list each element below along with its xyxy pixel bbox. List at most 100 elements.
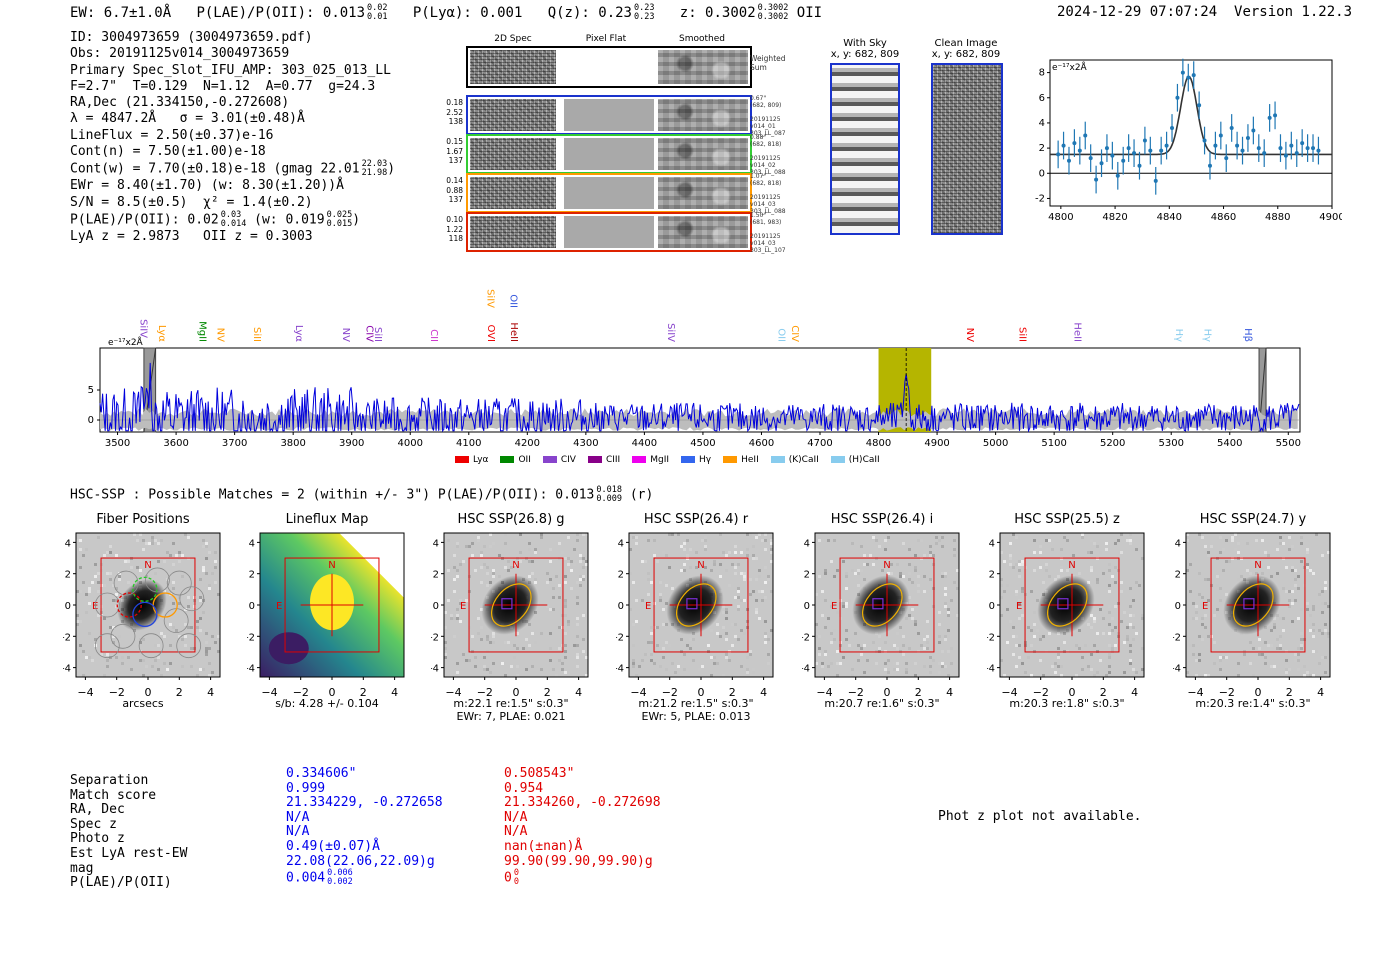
noise-pixel xyxy=(860,569,863,572)
noise-pixel xyxy=(1270,665,1273,668)
noise-pixel xyxy=(1099,551,1102,554)
noise-pixel xyxy=(513,656,516,659)
noise-pixel xyxy=(474,569,477,572)
noise-pixel xyxy=(1090,539,1093,542)
noise-pixel xyxy=(722,626,725,629)
noise-pixel xyxy=(576,539,579,542)
noise-pixel xyxy=(632,662,635,665)
noise-pixel xyxy=(917,632,920,635)
noise-pixel xyxy=(564,557,567,560)
noise-pixel xyxy=(1018,575,1021,578)
frac-lo: 0.002 xyxy=(327,877,353,888)
spectrum-xtick-label: 4600 xyxy=(749,438,774,449)
row-left-label: 0.15 1.67 137 xyxy=(446,137,463,165)
noise-pixel xyxy=(857,659,860,662)
spectrum-xtick-label: 4900 xyxy=(924,438,949,449)
hsc-panel: 420-2-4NE xyxy=(245,530,407,690)
noise-pixel xyxy=(821,590,824,593)
noise-pixel xyxy=(923,575,926,578)
panel-xtick-label: 0 xyxy=(883,686,891,699)
noise-pixel xyxy=(217,635,220,638)
panel-xtick-row: −4 −2 0 2 4 xyxy=(1173,686,1333,700)
noise-pixel xyxy=(453,590,456,593)
noise-pixel xyxy=(656,626,659,629)
noise-pixel xyxy=(157,542,160,545)
noise-pixel xyxy=(136,539,139,542)
noise-pixel xyxy=(890,572,893,575)
noise-pixel xyxy=(1120,551,1123,554)
noise-pixel xyxy=(887,668,890,671)
hsc-panel-sub1: m:22.1 re:1.5" s:0.3" xyxy=(453,697,569,710)
noise-pixel xyxy=(836,569,839,572)
fit-data-point xyxy=(1262,151,1267,156)
table-blue-text: N/A xyxy=(286,824,310,840)
emission-line-label: SiIV xyxy=(485,289,496,308)
noise-pixel xyxy=(1081,668,1084,671)
noise-pixel xyxy=(528,575,531,578)
noise-pixel xyxy=(151,539,154,542)
noise-pixel xyxy=(1321,611,1324,614)
noise-pixel xyxy=(1297,611,1300,614)
noise-pixel xyxy=(444,647,447,650)
noise-pixel xyxy=(824,569,827,572)
noise-pixel xyxy=(172,542,175,545)
noise-pixel xyxy=(1108,605,1111,608)
noise-pixel xyxy=(187,626,190,629)
noise-pixel xyxy=(480,566,483,569)
noise-pixel xyxy=(1096,581,1099,584)
noise-pixel xyxy=(728,584,731,587)
noise-pixel xyxy=(1090,653,1093,656)
noise-pixel xyxy=(830,641,833,644)
noise-pixel xyxy=(1138,584,1141,587)
noise-pixel xyxy=(564,602,567,605)
noise-pixel xyxy=(860,647,863,650)
noise-pixel xyxy=(1006,608,1009,611)
noise-pixel xyxy=(722,605,725,608)
noise-pixel xyxy=(902,653,905,656)
noise-pixel xyxy=(1306,548,1309,551)
noise-pixel xyxy=(154,572,157,575)
noise-pixel xyxy=(875,662,878,665)
noise-pixel xyxy=(752,554,755,557)
noise-pixel xyxy=(863,578,866,581)
noise-pixel xyxy=(109,572,112,575)
noise-pixel xyxy=(923,590,926,593)
noise-pixel xyxy=(169,644,172,647)
noise-pixel xyxy=(205,557,208,560)
noise-pixel xyxy=(884,548,887,551)
noise-pixel xyxy=(1048,632,1051,635)
noise-pixel xyxy=(97,581,100,584)
noise-pixel xyxy=(860,653,863,656)
hsc-panel: 420-2-4NE xyxy=(985,530,1147,690)
noise-pixel xyxy=(764,548,767,551)
noise-pixel xyxy=(1039,635,1042,638)
noise-pixel xyxy=(1006,641,1009,644)
panel-ytick-label: -2 xyxy=(247,632,255,643)
spectrum-xtick-label: 4800 xyxy=(866,438,891,449)
noise-pixel xyxy=(815,662,818,665)
noise-pixel xyxy=(734,572,737,575)
noise-pixel xyxy=(836,662,839,665)
noise-pixel xyxy=(214,641,217,644)
noise-pixel xyxy=(1129,587,1132,590)
noise-pixel xyxy=(1135,632,1138,635)
table-red-value: nan(±nan)Å xyxy=(504,839,661,855)
panel-xtick-label: 0 xyxy=(697,686,705,699)
legend-label: (H)CaII xyxy=(848,455,880,465)
noise-pixel xyxy=(737,563,740,566)
noise-pixel xyxy=(1270,575,1273,578)
noise-pixel xyxy=(492,575,495,578)
emission-line-label: MgII xyxy=(197,321,208,342)
noise-pixel xyxy=(746,548,749,551)
noise-pixel xyxy=(665,554,668,557)
noise-pixel xyxy=(1099,608,1102,611)
noise-pixel xyxy=(1186,539,1189,542)
noise-pixel xyxy=(932,554,935,557)
info-z: LyA z = 2.9873 OII z = 0.3003 xyxy=(70,228,313,244)
panel-xtick-label: 2 xyxy=(914,686,922,699)
ew-value: EW: 6.7±1.0Å xyxy=(70,5,172,21)
noise-pixel xyxy=(1282,617,1285,620)
noise-pixel xyxy=(1189,563,1192,566)
hsc-panel: 420-2-4NE xyxy=(800,530,962,690)
noise-pixel xyxy=(139,641,142,644)
